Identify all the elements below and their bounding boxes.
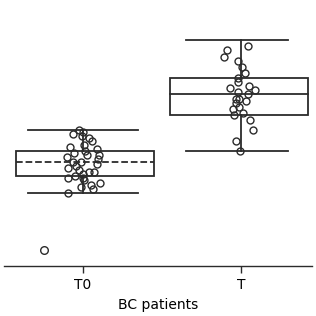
Bar (16, 151, 154, 176)
Bar (170, 78, 308, 115)
X-axis label: BC patients: BC patients (118, 298, 198, 312)
